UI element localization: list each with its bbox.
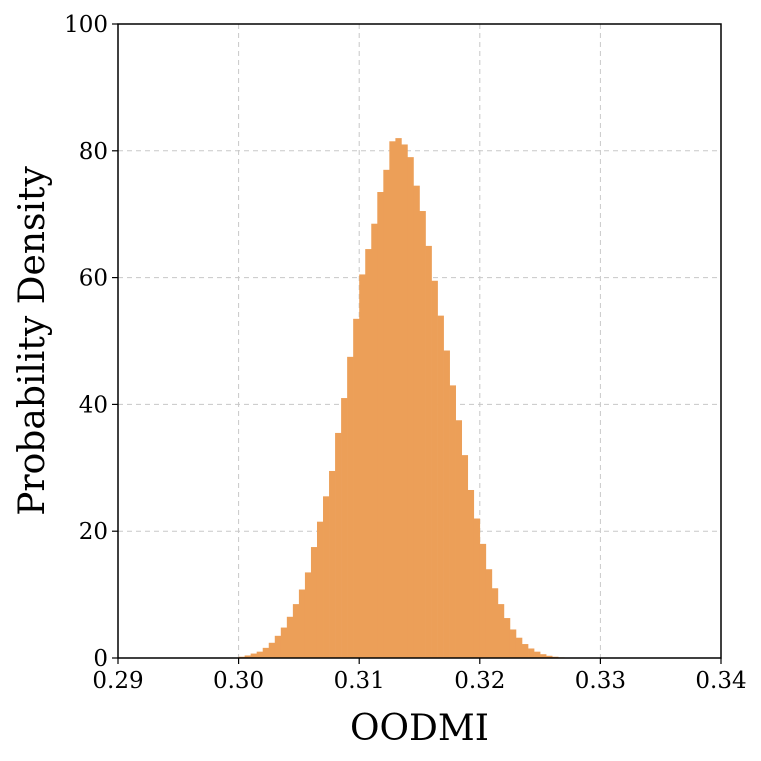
x-tick-label: 0.33 <box>575 668 626 694</box>
histogram-bar <box>377 192 384 658</box>
histogram-bar <box>528 648 535 658</box>
histogram-bar <box>329 470 336 658</box>
histogram-bar <box>298 589 306 658</box>
histogram-bar <box>491 588 499 658</box>
histogram-bar <box>419 211 426 658</box>
histogram-bar <box>389 141 396 659</box>
histogram-bar <box>353 318 360 658</box>
histogram-bar <box>546 655 553 658</box>
histogram-bar <box>479 543 487 658</box>
histogram-bars <box>238 138 565 659</box>
histogram-bar <box>540 654 547 658</box>
histogram-bar <box>443 350 450 658</box>
histogram-bar <box>274 635 282 658</box>
x-axis-title: OODMI <box>350 708 489 749</box>
histogram-bar <box>497 604 505 658</box>
histogram-bar <box>310 547 318 658</box>
x-tick-label: 0.32 <box>454 668 505 694</box>
histogram-bar <box>268 642 276 658</box>
histogram-bar <box>515 637 523 658</box>
histogram-bar <box>365 249 372 658</box>
histogram-bar <box>347 356 354 658</box>
histogram-bar <box>449 385 456 658</box>
histogram-bar <box>534 651 541 658</box>
y-tick-label: 40 <box>79 392 108 418</box>
histogram-bar <box>461 455 469 658</box>
histogram-bar <box>425 245 432 658</box>
histogram-bar <box>395 138 402 658</box>
y-tick-label: 80 <box>79 139 108 165</box>
histogram-bar <box>509 629 517 658</box>
x-tick-label: 0.34 <box>695 668 746 694</box>
histogram-bar <box>383 169 390 658</box>
plot-frame <box>117 23 722 659</box>
histogram-bar <box>286 616 294 658</box>
histogram-bar <box>335 432 342 658</box>
histogram-bar <box>437 315 444 658</box>
histogram-bar <box>250 653 257 658</box>
histogram-bar <box>503 618 511 658</box>
y-tick-label: 60 <box>79 266 108 292</box>
x-tick-label: 0.30 <box>213 668 264 694</box>
histogram-bar <box>455 420 463 658</box>
axis-ticks: 0.29 0.30 0.31 0.32 0.33 0.34 0 20 40 60 80 100 <box>64 12 747 694</box>
histogram-bar <box>256 651 264 658</box>
histogram-bar <box>244 655 251 658</box>
histogram-bar <box>341 398 348 658</box>
histogram-bar <box>473 518 481 658</box>
histogram-bar <box>407 157 414 658</box>
histogram-bar <box>292 604 300 658</box>
histogram-bar <box>485 569 493 658</box>
histogram-bar <box>359 274 366 658</box>
y-tick-label: 100 <box>64 12 108 38</box>
histogram-bar <box>522 644 529 658</box>
x-tick-label: 0.29 <box>92 668 143 694</box>
histogram-bar <box>262 647 270 658</box>
y-tick-label: 20 <box>79 519 108 545</box>
histogram-bar <box>413 185 420 659</box>
histogram-bar <box>304 572 312 658</box>
histogram-bar <box>371 223 378 658</box>
y-tick-label: 0 <box>93 646 108 672</box>
histogram-bar <box>401 144 408 658</box>
histogram-bar <box>323 496 330 658</box>
histogram-bar <box>467 489 475 658</box>
histogram-bar <box>316 521 324 658</box>
histogram-bar <box>280 627 288 658</box>
x-tick-label: 0.31 <box>334 668 385 694</box>
histogram-bar <box>431 280 438 658</box>
y-axis-title: Probability Density <box>12 166 53 516</box>
